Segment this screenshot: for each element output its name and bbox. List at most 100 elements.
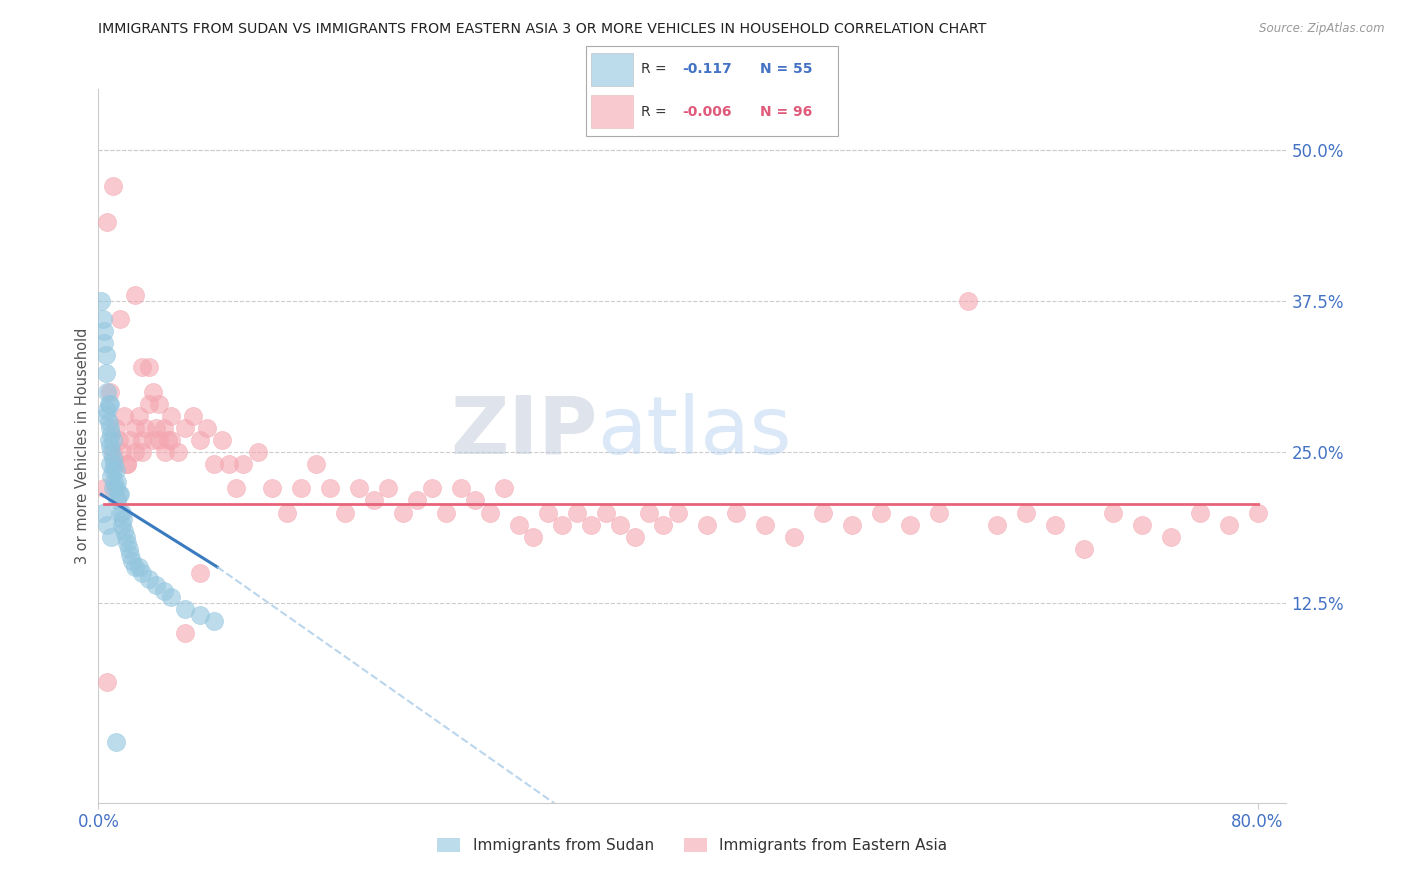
Point (117, 457, 139, 471)
Point (101, 433, 124, 447)
Point (91, 506, 114, 520)
Point (121, 554, 143, 568)
Point (100, 469, 122, 483)
Point (96, 517, 118, 532)
Point (93, 481, 115, 495)
Text: atlas: atlas (598, 392, 792, 471)
Point (148, 433, 170, 447)
Point (160, 433, 183, 447)
Point (638, 506, 661, 520)
Point (420, 481, 443, 495)
Point (98, 397, 121, 411)
Point (110, 517, 132, 532)
Point (391, 506, 413, 520)
Point (94, 409, 117, 423)
Point (1218, 517, 1240, 532)
Point (131, 433, 153, 447)
Text: R =: R = (641, 62, 671, 77)
Point (142, 433, 165, 447)
Point (1101, 506, 1123, 520)
Point (167, 445, 190, 459)
Point (434, 506, 457, 520)
Point (1015, 506, 1038, 520)
Point (100, 530, 122, 544)
Text: IMMIGRANTS FROM SUDAN VS IMMIGRANTS FROM EASTERN ASIA 3 OR MORE VEHICLES IN HOUS: IMMIGRANTS FROM SUDAN VS IMMIGRANTS FROM… (98, 22, 987, 37)
Point (174, 602, 197, 616)
Point (131, 566, 153, 580)
Point (464, 493, 486, 508)
Text: R =: R = (641, 104, 671, 119)
Point (138, 572, 160, 586)
Point (211, 433, 233, 447)
Point (124, 288, 146, 302)
Point (110, 445, 132, 459)
Point (276, 506, 298, 520)
Point (124, 421, 146, 435)
Point (104, 463, 127, 477)
Point (652, 517, 675, 532)
Point (131, 445, 153, 459)
Text: N = 96: N = 96 (761, 104, 813, 119)
FancyBboxPatch shape (592, 95, 633, 128)
Point (262, 481, 284, 495)
Point (754, 517, 776, 532)
Point (623, 530, 645, 544)
Point (104, 735, 127, 749)
Point (181, 409, 204, 423)
Point (928, 506, 950, 520)
Point (152, 421, 174, 435)
Point (118, 541, 141, 556)
Point (98, 421, 121, 435)
Point (134, 421, 156, 435)
Point (101, 463, 124, 477)
Point (1188, 506, 1211, 520)
Text: -0.006: -0.006 (682, 104, 733, 119)
Point (319, 481, 342, 495)
Point (104, 481, 127, 495)
Point (551, 517, 574, 532)
Point (579, 517, 602, 532)
Point (117, 457, 139, 471)
Point (152, 584, 174, 599)
Point (97, 415, 120, 429)
Point (100, 445, 122, 459)
FancyBboxPatch shape (592, 53, 633, 86)
FancyBboxPatch shape (586, 46, 838, 136)
Point (174, 421, 197, 435)
Point (565, 506, 588, 520)
Point (117, 535, 139, 549)
Point (91, 312, 114, 326)
Point (103, 475, 125, 490)
Point (986, 517, 1008, 532)
Point (120, 433, 142, 447)
Point (138, 397, 160, 411)
Point (290, 481, 312, 495)
Point (112, 511, 135, 525)
Point (96, 674, 118, 689)
Point (869, 506, 891, 520)
Point (114, 409, 136, 423)
Point (93, 324, 115, 338)
Point (305, 457, 328, 471)
Text: ZIP: ZIP (450, 392, 598, 471)
Point (120, 548, 142, 562)
Point (1073, 541, 1095, 556)
Point (115, 530, 138, 544)
Point (202, 615, 225, 629)
Point (218, 457, 240, 471)
Point (333, 506, 356, 520)
Point (98, 384, 121, 399)
Point (609, 517, 631, 532)
Point (131, 360, 153, 375)
Y-axis label: 3 or more Vehicles in Household: 3 or more Vehicles in Household (75, 328, 90, 564)
Point (188, 566, 211, 580)
Point (188, 608, 211, 623)
Point (406, 493, 429, 508)
Point (246, 445, 269, 459)
Point (811, 506, 834, 520)
Point (101, 445, 124, 459)
Point (93, 336, 115, 351)
Point (142, 384, 165, 399)
Text: -0.117: -0.117 (682, 62, 733, 77)
Point (956, 293, 979, 308)
